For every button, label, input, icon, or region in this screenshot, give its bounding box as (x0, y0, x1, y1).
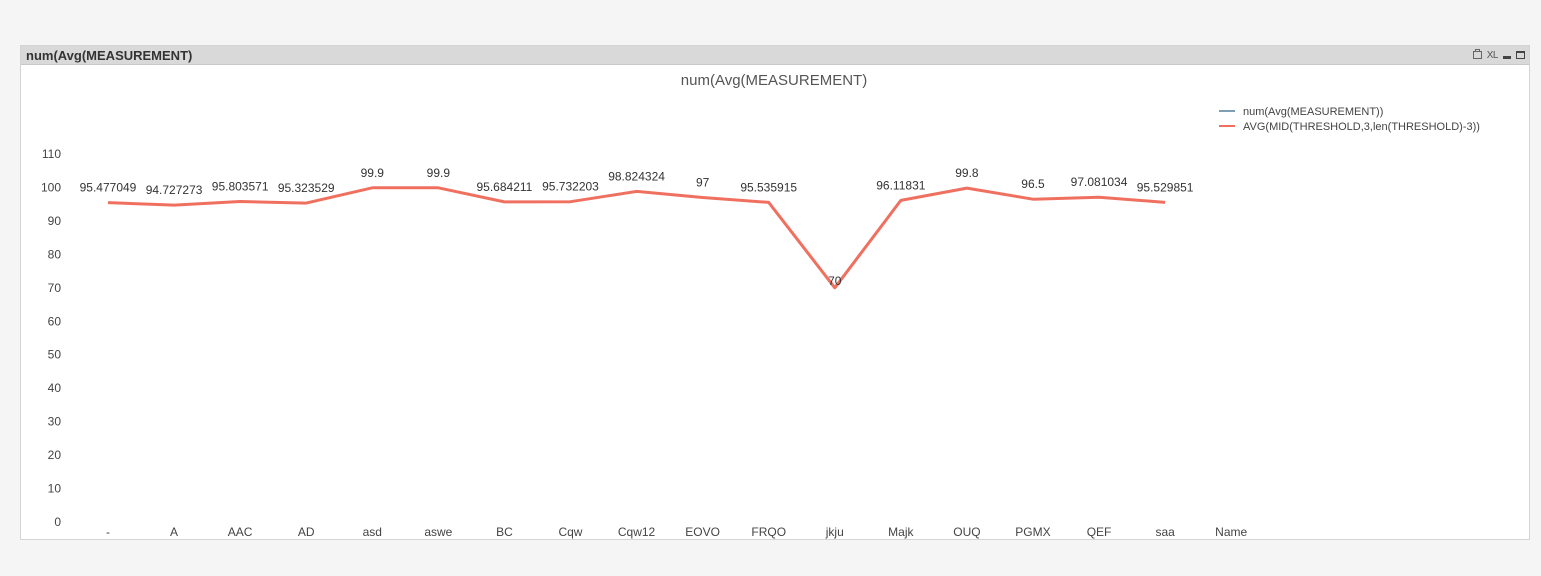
x-tick-label: jkju (825, 525, 844, 539)
y-tick-label: 0 (54, 515, 61, 529)
y-tick-label: 70 (48, 281, 62, 295)
x-tick-label: BC (496, 525, 513, 539)
data-label: 96.11831 (876, 178, 925, 192)
y-tick-label: 20 (48, 448, 62, 462)
data-label: 97.081034 (1071, 175, 1128, 189)
x-tick-label: aswe (424, 525, 452, 539)
data-label: 95.477049 (80, 181, 137, 195)
data-label: 94.727273 (146, 183, 203, 197)
y-tick-label: 40 (48, 381, 62, 395)
x-tick-label: EOVO (685, 525, 720, 539)
data-label: 97 (696, 175, 710, 189)
caption-title: num(Avg(MEASUREMENT) (26, 47, 193, 63)
data-label: 95.732203 (542, 180, 599, 194)
legend-label: num(Avg(MEASUREMENT)) (1243, 106, 1383, 118)
data-labels: 95.477049 94.727273 95.803571 95.323529 99.9… (80, 166, 1194, 288)
x-tick-label: Cqw (558, 525, 582, 539)
y-tick-label: 90 (48, 214, 62, 228)
data-label: 99.9 (427, 166, 451, 180)
data-label: 98.824324 (608, 169, 665, 183)
data-label: 95.803571 (212, 179, 269, 193)
x-tick-label: FRQO (751, 525, 786, 539)
x-tick-label: A (170, 525, 178, 539)
x-tick-label: AD (298, 525, 315, 539)
y-tick-label: 60 (48, 314, 62, 328)
x-tick-label: Majk (888, 525, 914, 539)
data-label: 96.5 (1021, 177, 1045, 191)
y-tick-label: 50 (48, 348, 62, 362)
maximize-icon[interactable] (1516, 51, 1525, 59)
caption-icons: XL (1472, 49, 1525, 61)
x-tick-label: QEF (1087, 525, 1112, 539)
x-axis: - A AAC AD asd aswe BC Cqw Cqw12 EOVO FRQO jkju Majk… (106, 525, 1248, 539)
legend: num(Avg(MEASUREMENT)) AVG(MID(THRESHOLD,3… (1219, 106, 1480, 133)
chart-window: num(Avg(MEASUREMENT) XL num(Avg(MEASUREM… (20, 45, 1530, 540)
data-label: 95.529851 (1137, 180, 1194, 194)
series-line (107, 186, 1166, 290)
x-tick-label: AAC (228, 525, 253, 539)
x-tick-label: - (106, 525, 110, 539)
x-tick-label: asd (363, 525, 382, 539)
y-axis: 0 10 20 30 40 50 60 70 80 90 100 110 (41, 147, 61, 529)
x-tick-label: Cqw12 (618, 525, 656, 539)
y-tick-label: 10 (48, 482, 62, 496)
x-tick-label: OUQ (953, 525, 980, 539)
excel-export-icon[interactable]: XL (1486, 49, 1499, 61)
chart-title: num(Avg(MEASUREMENT) (681, 72, 867, 89)
y-tick-label: 100 (41, 180, 61, 194)
print-icon[interactable] (1472, 49, 1482, 59)
window-caption[interactable]: num(Avg(MEASUREMENT) XL (21, 46, 1529, 65)
data-label: 95.535915 (740, 180, 797, 194)
data-label: 70 (828, 274, 842, 288)
data-label: 99.8 (955, 166, 979, 180)
y-tick-label: 30 (48, 415, 62, 429)
series-group (107, 186, 1166, 290)
x-tick-label: Name (1215, 525, 1247, 539)
line-chart: num(Avg(MEASUREMENT) num(Avg(MEASUREMENT… (41, 72, 1480, 539)
y-tick-label: 80 (48, 247, 62, 261)
data-label: 99.9 (361, 166, 385, 180)
data-label: 95.323529 (278, 181, 335, 195)
legend-label: AVG(MID(THRESHOLD,3,len(THRESHOLD)-3)) (1243, 121, 1480, 133)
minimize-icon[interactable] (1503, 55, 1511, 59)
y-tick-label: 110 (42, 147, 61, 161)
data-label: 95.684211 (476, 180, 532, 194)
x-tick-label: PGMX (1015, 525, 1050, 539)
x-tick-label: saa (1155, 525, 1175, 539)
